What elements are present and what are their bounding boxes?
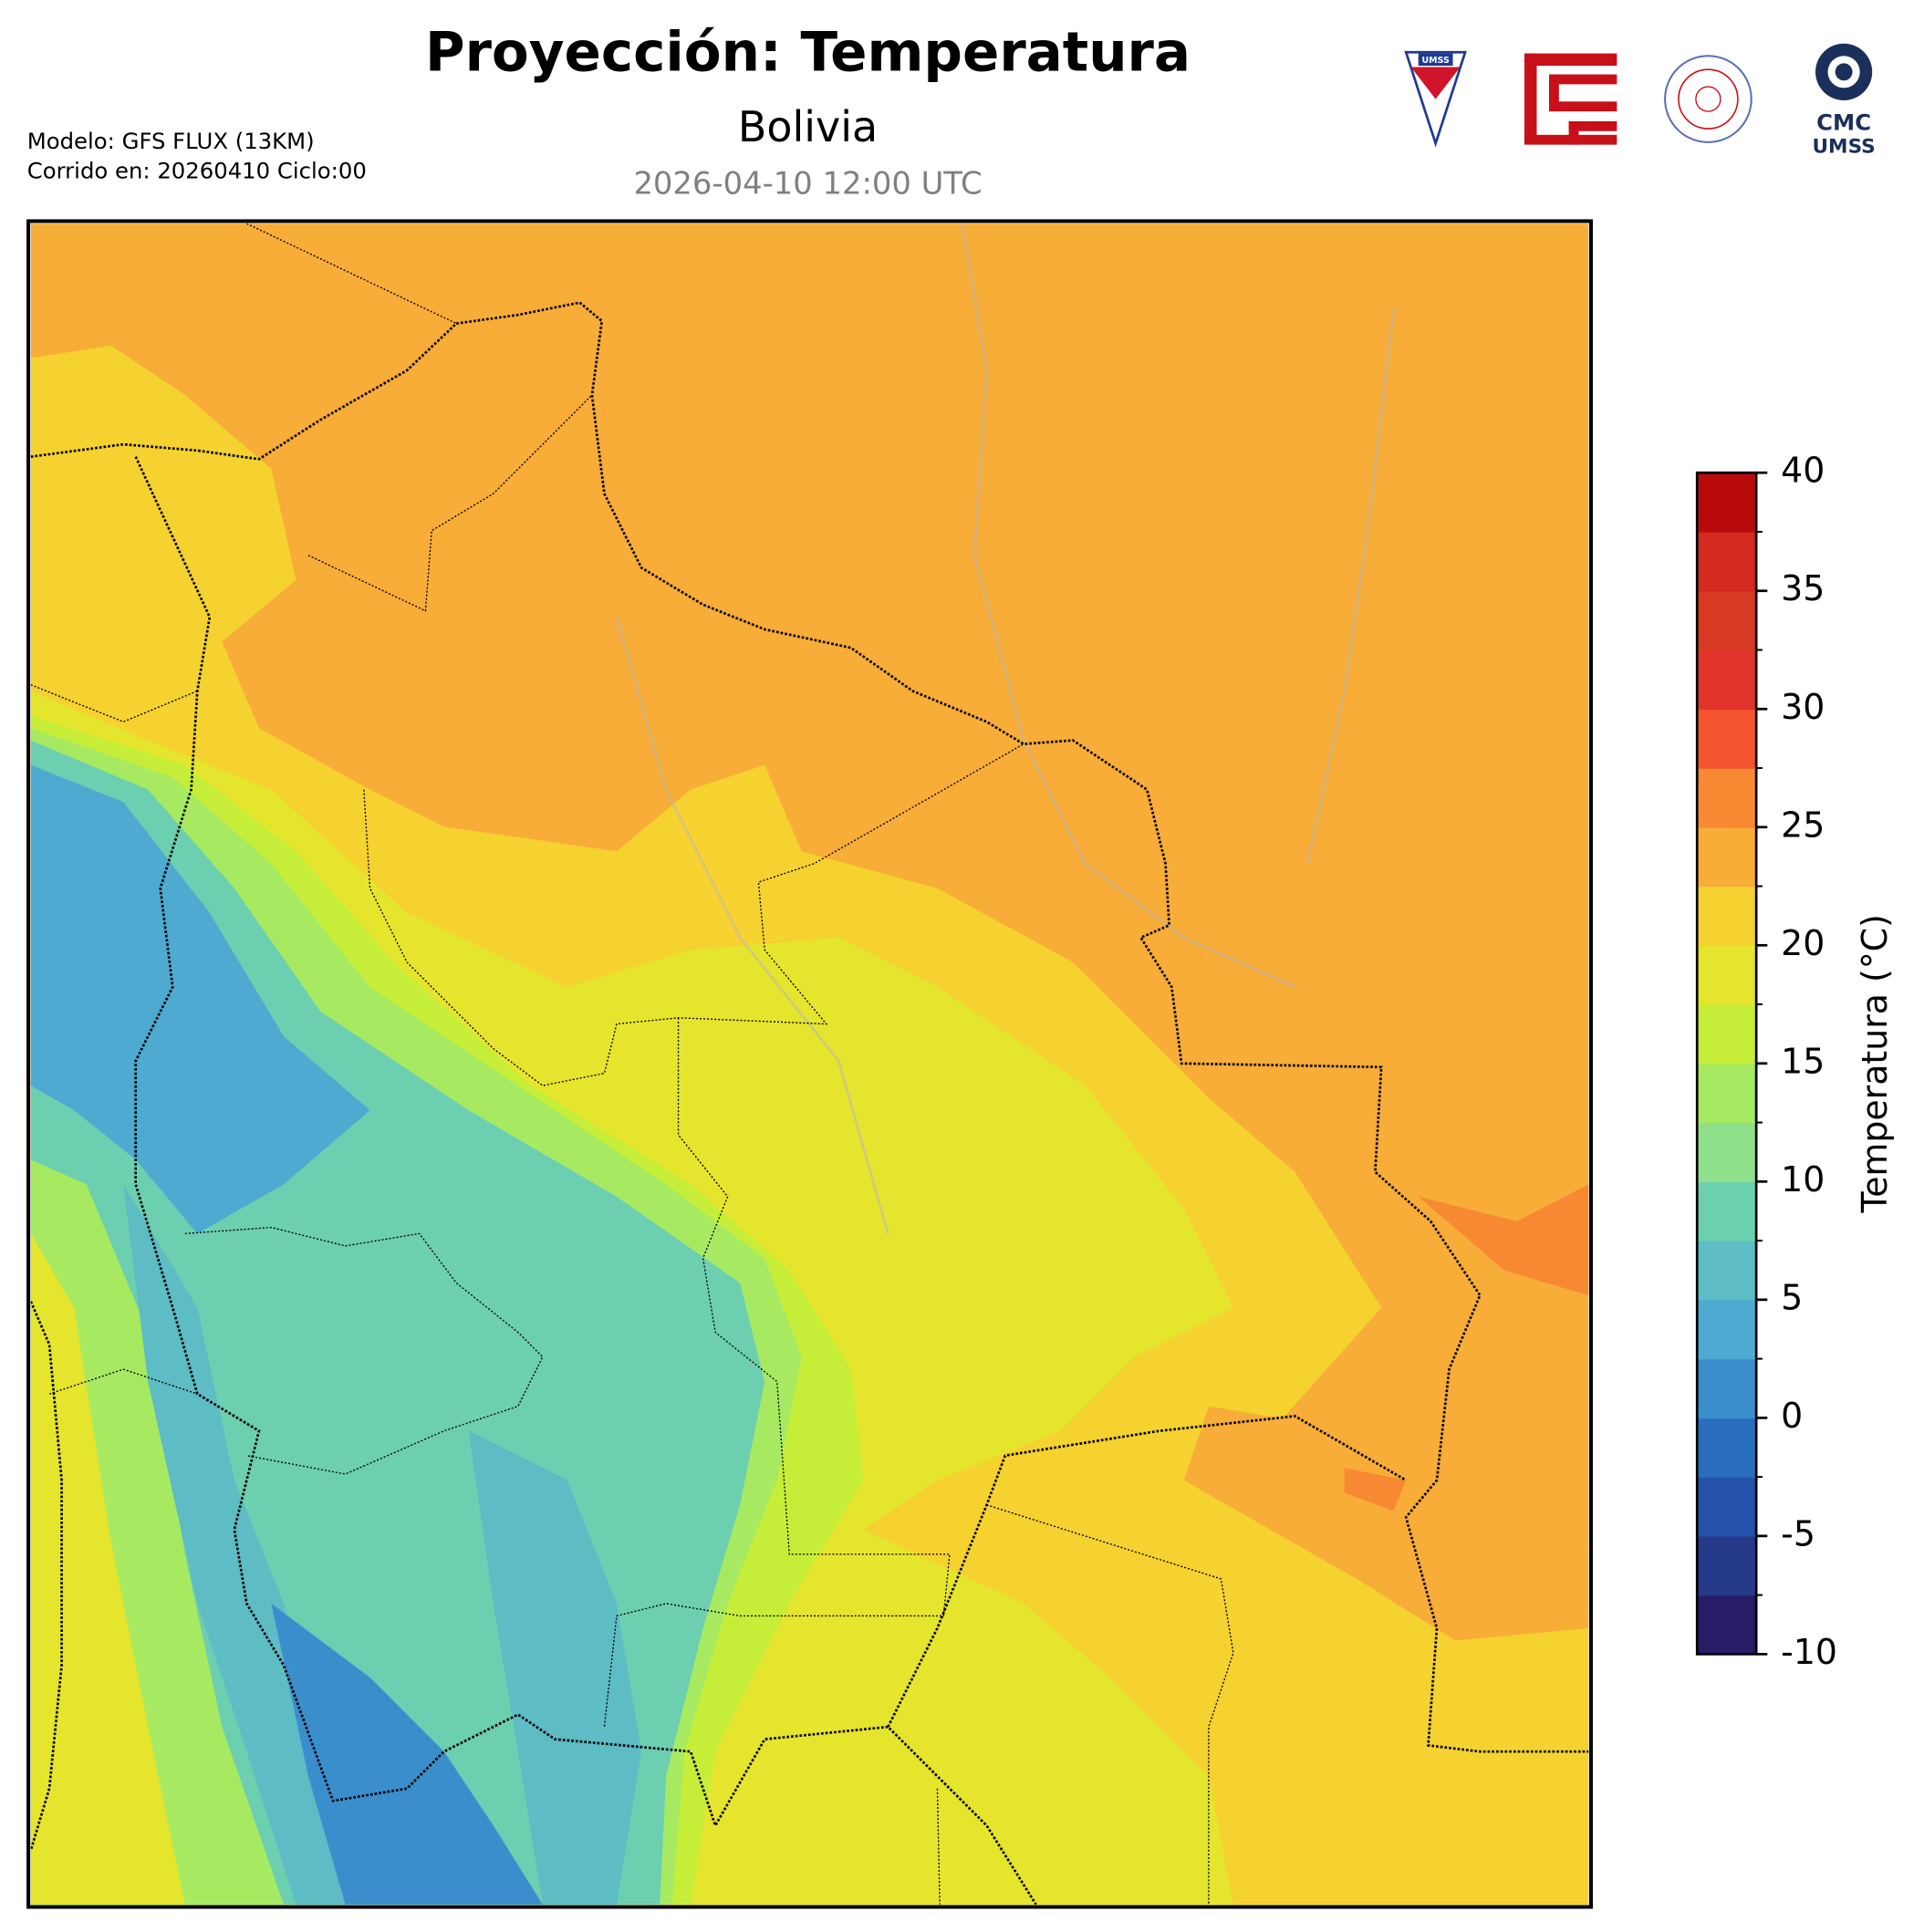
colorbar-tick-label: 15 <box>1781 1041 1825 1081</box>
colorbar-tick-label: 5 <box>1781 1277 1803 1317</box>
map-frame <box>26 219 1594 1909</box>
colorbar-tick-label: 40 <box>1781 451 1825 491</box>
colorbar-tick-label: -5 <box>1781 1513 1815 1553</box>
temperature-field <box>1418 1184 1589 1295</box>
colorbar-tick-label: -10 <box>1781 1632 1837 1672</box>
colorbar-band <box>1697 1535 1757 1596</box>
colorbar-band <box>1697 531 1757 592</box>
logo-text: UMSS <box>1812 135 1875 158</box>
temperature-field <box>30 764 370 1234</box>
logo-text: UMSS <box>1421 56 1449 66</box>
colorbar-band <box>1697 1004 1757 1065</box>
date: 2026-04-10 12:00 UTC <box>633 166 982 202</box>
title: Proyección: Temperatura <box>425 21 1191 84</box>
colorbar-band <box>1697 649 1757 710</box>
colorbar-label: Temperatura (°C) <box>1855 914 1895 1213</box>
temperature-field <box>123 1184 370 1905</box>
colorbar-band <box>1697 709 1757 769</box>
temperature-field <box>1283 1394 1589 1554</box>
colorbar-tick-label: 20 <box>1781 923 1825 963</box>
colorbar: -10 -5 0 5 10 15 20 25 30 35 40 <box>1695 451 1837 1672</box>
run-info: Corrido en: 20260410 Ciclo:00 <box>27 157 367 183</box>
temperature-field <box>30 1233 185 1905</box>
colorbar-band <box>1697 1241 1757 1301</box>
logo-fcyt <box>1524 53 1617 145</box>
logo-fisica <box>1664 55 1752 143</box>
temperature-field <box>271 1603 543 1905</box>
colorbar-band <box>1697 1594 1757 1656</box>
colorbar-band <box>1697 1358 1757 1419</box>
map <box>30 223 1589 1905</box>
model-info: Modelo: GFS FLUX (13KM) <box>27 128 315 154</box>
colorbar-tick-label: 0 <box>1781 1396 1803 1436</box>
colorbar-tick-label: 35 <box>1781 568 1825 608</box>
colorbar-band <box>1697 1299 1757 1360</box>
colorbar-band <box>1697 473 1757 533</box>
logo-cmc: CMC UMSS <box>1812 43 1876 158</box>
colorbar-tick-label: 25 <box>1781 805 1825 845</box>
colorbar-band <box>1697 1181 1757 1241</box>
colorbar-band <box>1697 1477 1757 1537</box>
logo-umss: UMSS <box>1404 50 1467 148</box>
logo-text: CMC <box>1816 109 1871 136</box>
colorbar-tick-label: 10 <box>1781 1159 1825 1200</box>
colorbar-band <box>1697 1418 1757 1478</box>
temperature-field <box>468 1430 641 1905</box>
subtitle: Bolivia <box>738 102 878 151</box>
temperature-field <box>1344 1468 1407 1511</box>
colorbar-band <box>1697 945 1757 1005</box>
colorbar-band <box>1697 1122 1757 1182</box>
colorbar-band <box>1697 590 1757 651</box>
colorbar-tick-label: 30 <box>1781 687 1825 727</box>
colorbar-band <box>1697 826 1757 888</box>
colorbar-band <box>1697 1063 1757 1124</box>
colorbar-band <box>1697 886 1757 946</box>
colorbar-band <box>1697 768 1757 828</box>
